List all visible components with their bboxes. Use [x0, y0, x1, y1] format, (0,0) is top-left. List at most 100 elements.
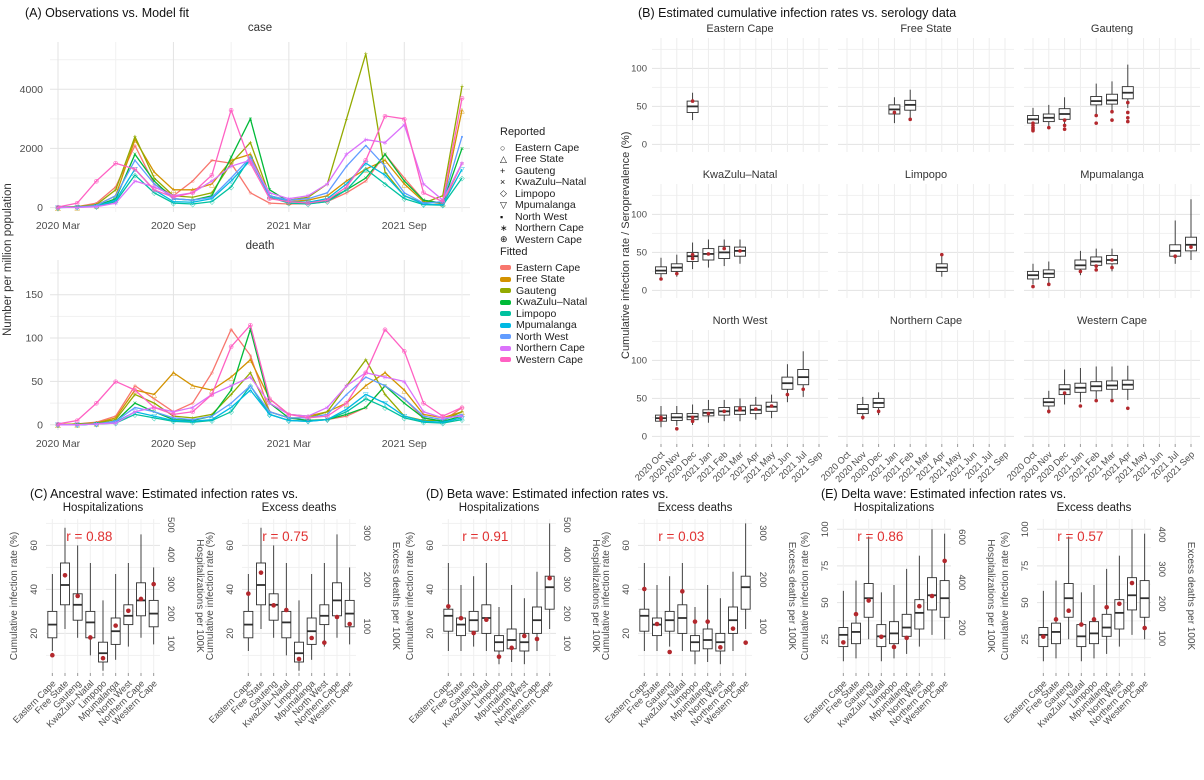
svg-text:+: + — [402, 414, 406, 421]
svg-text:⊕: ⊕ — [74, 418, 80, 425]
panel-a-title: (A) Observations vs. Model fit — [25, 6, 189, 20]
svg-text:▽: ▽ — [440, 202, 446, 209]
legend-reported-item: ○ Eastern Cape — [500, 142, 586, 154]
svg-text:Hospitalizations: Hospitalizations — [459, 502, 540, 514]
svg-text:▪: ▪ — [153, 181, 156, 188]
svg-text:◇: ◇ — [402, 415, 408, 422]
svg-text:+: + — [364, 51, 368, 58]
svg-text:○: ○ — [268, 409, 272, 416]
svg-text:◇: ◇ — [363, 167, 369, 174]
svg-text:100: 100 — [820, 521, 831, 537]
svg-text:▪: ▪ — [230, 401, 233, 408]
svg-text:+: + — [364, 357, 368, 364]
svg-text:⊕: ⊕ — [74, 201, 80, 208]
svg-text:◇: ◇ — [344, 187, 350, 194]
ancestral-hospitalizations-chart: Hospitalizations Cumulative infection rat… — [9, 502, 205, 729]
svg-text:⊕: ⊕ — [132, 167, 138, 174]
svg-text:20: 20 — [29, 628, 40, 639]
svg-text:◇: ◇ — [113, 420, 119, 427]
svg-text:▽: ▽ — [421, 419, 427, 426]
svg-text:Hospitalizations: Hospitalizations — [63, 502, 144, 514]
svg-text:○: ○ — [56, 205, 60, 212]
svg-text:⊕: ⊕ — [324, 198, 330, 205]
fitted-color-swatch-icon — [500, 357, 511, 363]
panel-b-title: (B) Estimated cumulative infection rates… — [638, 6, 957, 20]
svg-text:△: △ — [132, 137, 138, 144]
legend-reported-item: ⊕ Western Cape — [500, 234, 586, 246]
svg-text:×: × — [383, 383, 387, 390]
svg-text:50: 50 — [636, 393, 647, 404]
svg-text:▪: ▪ — [365, 143, 368, 150]
svg-text:∗: ∗ — [151, 405, 157, 412]
svg-text:r = 0.91: r = 0.91 — [462, 529, 508, 544]
svg-text:+: + — [191, 415, 195, 422]
svg-text:∗: ∗ — [228, 383, 234, 390]
svg-text:⊕: ⊕ — [113, 161, 119, 168]
svg-text:⊕: ⊕ — [363, 158, 369, 165]
svg-text:▽: ▽ — [55, 205, 61, 212]
svg-text:+: + — [133, 392, 137, 399]
svg-text:△: △ — [55, 422, 61, 429]
svg-text:△: △ — [171, 370, 177, 377]
svg-text:60: 60 — [425, 540, 436, 551]
svg-text:+: + — [460, 84, 464, 91]
svg-text:r = 0.03: r = 0.03 — [658, 529, 704, 544]
death-strip-label: death — [245, 240, 275, 252]
series-Northern Cape: ∗∗∗∗∗∗∗∗∗∗∗∗∗∗∗∗∗∗∗∗∗∗ — [55, 370, 465, 429]
svg-text:400: 400 — [165, 547, 176, 563]
svg-text:⊕: ⊕ — [94, 178, 100, 185]
svg-text:⊕: ⊕ — [209, 392, 215, 399]
svg-text:▪: ▪ — [268, 409, 271, 416]
fitted-color-swatch-icon — [500, 265, 511, 271]
svg-text:100: 100 — [1020, 521, 1031, 537]
svg-text:25: 25 — [1020, 634, 1031, 645]
svg-text:⊕: ⊕ — [459, 405, 465, 412]
ancestral-excess-deaths-chart: Excess deaths Cumulative infection rate (… — [205, 502, 401, 729]
svg-text:∗: ∗ — [421, 409, 427, 416]
svg-text:◇: ◇ — [267, 412, 273, 419]
svg-text:×: × — [402, 401, 406, 408]
svg-text:◇: ◇ — [151, 415, 157, 422]
svg-text:×: × — [402, 178, 406, 185]
svg-text:▪: ▪ — [288, 415, 291, 422]
svg-text:▽: ▽ — [344, 181, 350, 188]
svg-text:100: 100 — [631, 355, 647, 366]
legend-fitted-item: Free State — [500, 273, 587, 285]
legend-label: Eastern Cape — [516, 261, 581, 274]
svg-text:◇: ◇ — [363, 396, 369, 403]
svg-text:∗: ∗ — [382, 374, 388, 381]
svg-text:◇: ◇ — [286, 201, 292, 208]
svg-text:▽: ▽ — [171, 418, 177, 425]
legend-label: Northern Cape — [515, 222, 584, 235]
svg-text:◇: ◇ — [305, 419, 311, 426]
legend-label: Mpumalanga — [516, 319, 577, 332]
svg-text:△: △ — [190, 383, 196, 390]
svg-text:○: ○ — [268, 201, 272, 208]
case-plot-area: 0 2000 4000 2020 Mar 2020 Sep 2021 Mar 2021 Se… — [20, 42, 470, 232]
svg-text:◇: ◇ — [190, 420, 196, 427]
svg-text:⊕: ⊕ — [247, 161, 253, 168]
facet-Northern Cape: Northern Cape2020 Oct2020 Nov2020 Dec202… — [819, 315, 1014, 485]
svg-text:▽: ▽ — [363, 161, 369, 168]
svg-text:▽: ▽ — [459, 415, 465, 422]
svg-text:○: ○ — [171, 409, 175, 416]
svg-text:∗: ∗ — [132, 409, 138, 416]
legend-label: Northern Cape — [516, 342, 585, 355]
reported-marker-icon: ◇ — [500, 188, 507, 199]
svg-text:▪: ▪ — [191, 417, 194, 424]
svg-text:▽: ▽ — [382, 401, 388, 408]
svg-text:▪: ▪ — [345, 164, 348, 171]
svg-text:▪: ▪ — [76, 422, 79, 429]
svg-text:×: × — [345, 187, 349, 194]
svg-text:△: △ — [440, 415, 446, 422]
svg-text:Excess deaths per 100K: Excess deaths per 100K — [786, 542, 797, 651]
svg-text:∗: ∗ — [459, 414, 465, 421]
svg-text:▪: ▪ — [461, 134, 464, 141]
svg-text:∗: ∗ — [401, 379, 407, 386]
legend-reported-item: ▽ Mpumalanga — [500, 199, 586, 211]
fitted-color-swatch-icon — [500, 299, 511, 305]
reported-marker-icon: ⊕ — [500, 234, 508, 245]
svg-text:△: △ — [248, 357, 254, 364]
legend-label: Eastern Cape — [515, 141, 580, 154]
svg-text:○: ○ — [248, 190, 252, 197]
